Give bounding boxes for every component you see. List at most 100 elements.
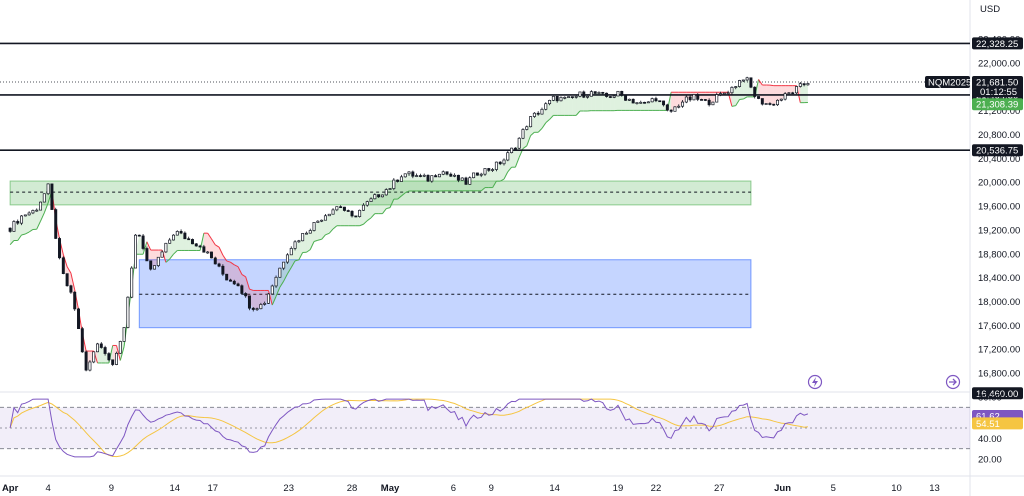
time-tick-label: Apr	[2, 483, 19, 494]
trail-line	[43, 202, 49, 213]
trail-fill	[564, 96, 569, 116]
candle-body	[703, 99, 707, 101]
candle-body	[225, 273, 229, 281]
trail-fill	[412, 174, 417, 191]
candle-body	[749, 77, 753, 88]
candle-body	[175, 231, 179, 236]
trail-line	[70, 273, 76, 290]
candle-body	[39, 201, 43, 211]
price-tick-label: 17,200.00	[978, 345, 1020, 356]
trail-fill	[378, 195, 383, 214]
trail-fill	[701, 92, 706, 100]
trail-fill	[576, 94, 580, 116]
trail-line	[405, 190, 410, 194]
candle-body	[251, 307, 255, 310]
candle-body	[244, 293, 248, 297]
candle-body	[266, 293, 270, 304]
candle-body	[350, 210, 354, 217]
candle-body	[365, 201, 369, 206]
trail-line	[169, 253, 174, 260]
candle-body	[217, 263, 221, 267]
candle-body	[327, 213, 331, 217]
zones-layer	[9, 180, 752, 329]
trail-line	[325, 232, 330, 236]
trail-fill	[374, 195, 379, 214]
candle-body	[99, 343, 103, 348]
trail-line	[142, 241, 148, 255]
candle-body	[171, 234, 175, 241]
forward-icon[interactable]	[945, 374, 961, 390]
trail-line	[382, 208, 387, 214]
trail-line	[332, 225, 338, 230]
trail-line	[207, 232, 212, 240]
trail-line	[545, 119, 550, 124]
trail-fill	[390, 184, 394, 208]
lightning-icon[interactable]	[807, 374, 823, 390]
trail-fill	[177, 232, 182, 251]
trail-fill	[469, 175, 474, 191]
trail-line	[370, 213, 376, 219]
candle-body	[608, 96, 612, 98]
trail-fill	[36, 206, 41, 230]
candle-body	[156, 256, 160, 266]
candle-body	[149, 260, 153, 270]
trail-line	[541, 122, 547, 129]
trail-fill	[230, 262, 235, 283]
candle-body	[418, 175, 422, 177]
candle-body	[145, 248, 149, 262]
candle-body	[384, 189, 388, 196]
trail-fill	[777, 85, 782, 103]
candle-body	[61, 257, 65, 274]
resistance-zone[interactable]	[9, 180, 752, 206]
candle-body	[494, 161, 498, 170]
candle-body	[54, 209, 58, 239]
trail-line	[199, 233, 205, 251]
candle-body	[654, 98, 658, 102]
candle-body	[627, 98, 631, 101]
candle-body	[563, 96, 567, 99]
candle-body	[574, 95, 578, 98]
candle-body	[361, 204, 365, 211]
candle-body	[760, 98, 764, 105]
trail-line	[287, 267, 292, 275]
candle-body	[437, 173, 441, 178]
trail-fill	[652, 99, 656, 111]
forward-icon-glyph[interactable]	[949, 378, 957, 386]
candle-body	[711, 101, 715, 106]
trail-line	[218, 246, 224, 256]
trail-line	[492, 180, 497, 188]
candle-body	[392, 179, 396, 189]
candle-body	[164, 242, 168, 253]
time-tick-label: 27	[714, 483, 725, 494]
trail-fill	[481, 171, 485, 191]
trail-fill	[29, 211, 33, 233]
candle-body	[502, 159, 506, 165]
time-tick-label: 14	[169, 483, 180, 494]
time-tick-label: 23	[283, 483, 294, 494]
pane-icons	[807, 374, 961, 390]
candle-body	[27, 212, 31, 216]
candle-body	[308, 230, 312, 234]
trail-fill	[409, 172, 413, 191]
candle-body	[183, 232, 187, 240]
candle-body	[434, 175, 438, 178]
candle-body	[84, 351, 88, 371]
trail-line	[279, 280, 285, 288]
candle-body	[115, 352, 118, 365]
candle-body	[35, 209, 39, 212]
trail-line	[17, 234, 22, 241]
trail-line	[507, 166, 512, 173]
candle-body	[745, 77, 749, 81]
candle-body	[134, 234, 137, 269]
rsi-tick-label: 20.00	[978, 455, 1002, 466]
candle-body	[513, 147, 517, 150]
candle-body	[411, 171, 415, 177]
candle-body	[373, 194, 377, 200]
candle-body	[517, 137, 521, 149]
candle-body	[696, 94, 700, 100]
trail-line	[743, 96, 748, 100]
candle-body	[46, 183, 50, 195]
lightning-icon-glyph[interactable]	[812, 377, 818, 387]
